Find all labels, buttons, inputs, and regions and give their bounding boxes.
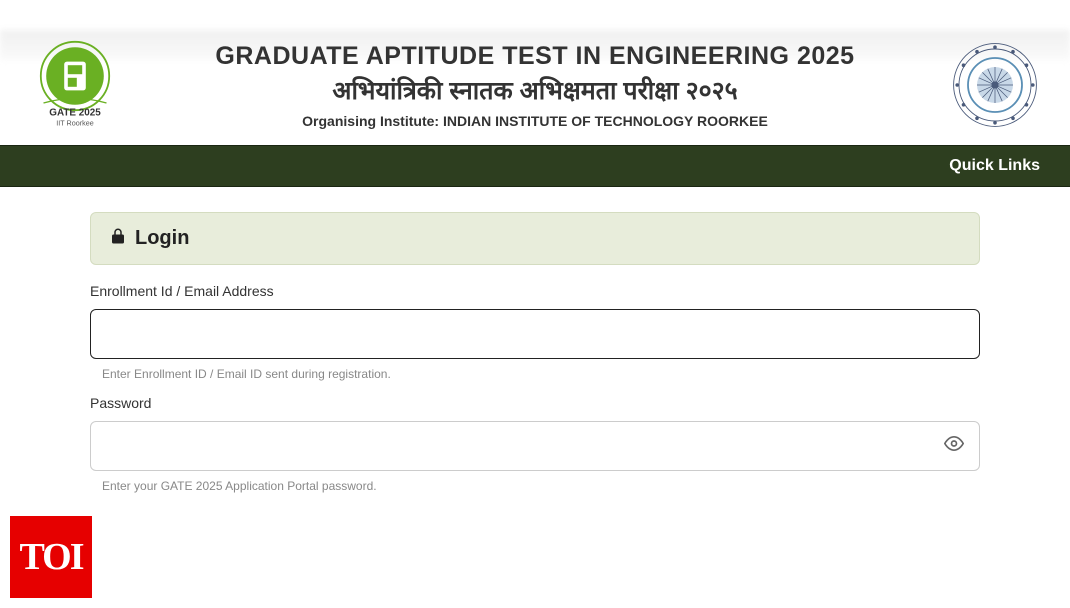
toggle-password-visibility-icon[interactable]	[944, 434, 964, 459]
password-hint: Enter your GATE 2025 Application Portal …	[102, 479, 980, 493]
title-english: GRADUATE APTITUDE TEST IN ENGINEERING 20…	[140, 42, 930, 71]
password-group: Password Enter your GATE 2025 Applicatio…	[90, 395, 980, 493]
page-header: GATE 2025 IIT Roorkee GRADUATE APTITUDE …	[0, 30, 1070, 145]
toi-watermark: TOI	[10, 516, 92, 598]
header-titles: GRADUATE APTITUDE TEST IN ENGINEERING 20…	[120, 42, 950, 129]
quick-links-menu[interactable]: Quick Links	[949, 157, 1040, 175]
organising-institute: Organising Institute: INDIAN INSTITUTE O…	[140, 113, 930, 129]
svg-text:IIT Roorkee: IIT Roorkee	[56, 119, 93, 128]
password-label: Password	[90, 395, 980, 411]
enrollment-group: Enrollment Id / Email Address Enter Enro…	[90, 283, 980, 381]
lock-icon	[109, 227, 127, 250]
enrollment-label: Enrollment Id / Email Address	[90, 283, 980, 299]
login-form-container: Login Enrollment Id / Email Address Ente…	[0, 187, 1070, 493]
login-title: Login	[135, 227, 189, 250]
svg-text:GATE 2025: GATE 2025	[49, 108, 101, 119]
iit-roorkee-logo	[950, 40, 1040, 130]
nav-bar: Quick Links	[0, 145, 1070, 187]
enrollment-input[interactable]	[90, 309, 980, 359]
password-input-wrap	[90, 421, 980, 471]
gate-logo: GATE 2025 IIT Roorkee	[30, 40, 120, 130]
enrollment-hint: Enter Enrollment ID / Email ID sent duri…	[102, 367, 980, 381]
login-panel-header: Login	[90, 212, 980, 265]
title-hindi: अभियांत्रिकी स्नातक अभिक्षमता परीक्षा २०…	[140, 73, 930, 107]
password-input[interactable]	[90, 421, 980, 471]
